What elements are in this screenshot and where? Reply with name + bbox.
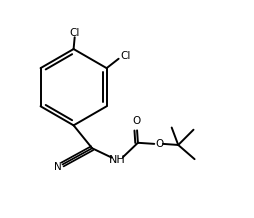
Text: O: O: [155, 139, 164, 149]
Text: Cl: Cl: [120, 51, 130, 61]
Text: Cl: Cl: [70, 28, 80, 38]
Text: O: O: [133, 116, 141, 126]
Text: N: N: [54, 162, 62, 172]
Text: NH: NH: [109, 155, 125, 165]
